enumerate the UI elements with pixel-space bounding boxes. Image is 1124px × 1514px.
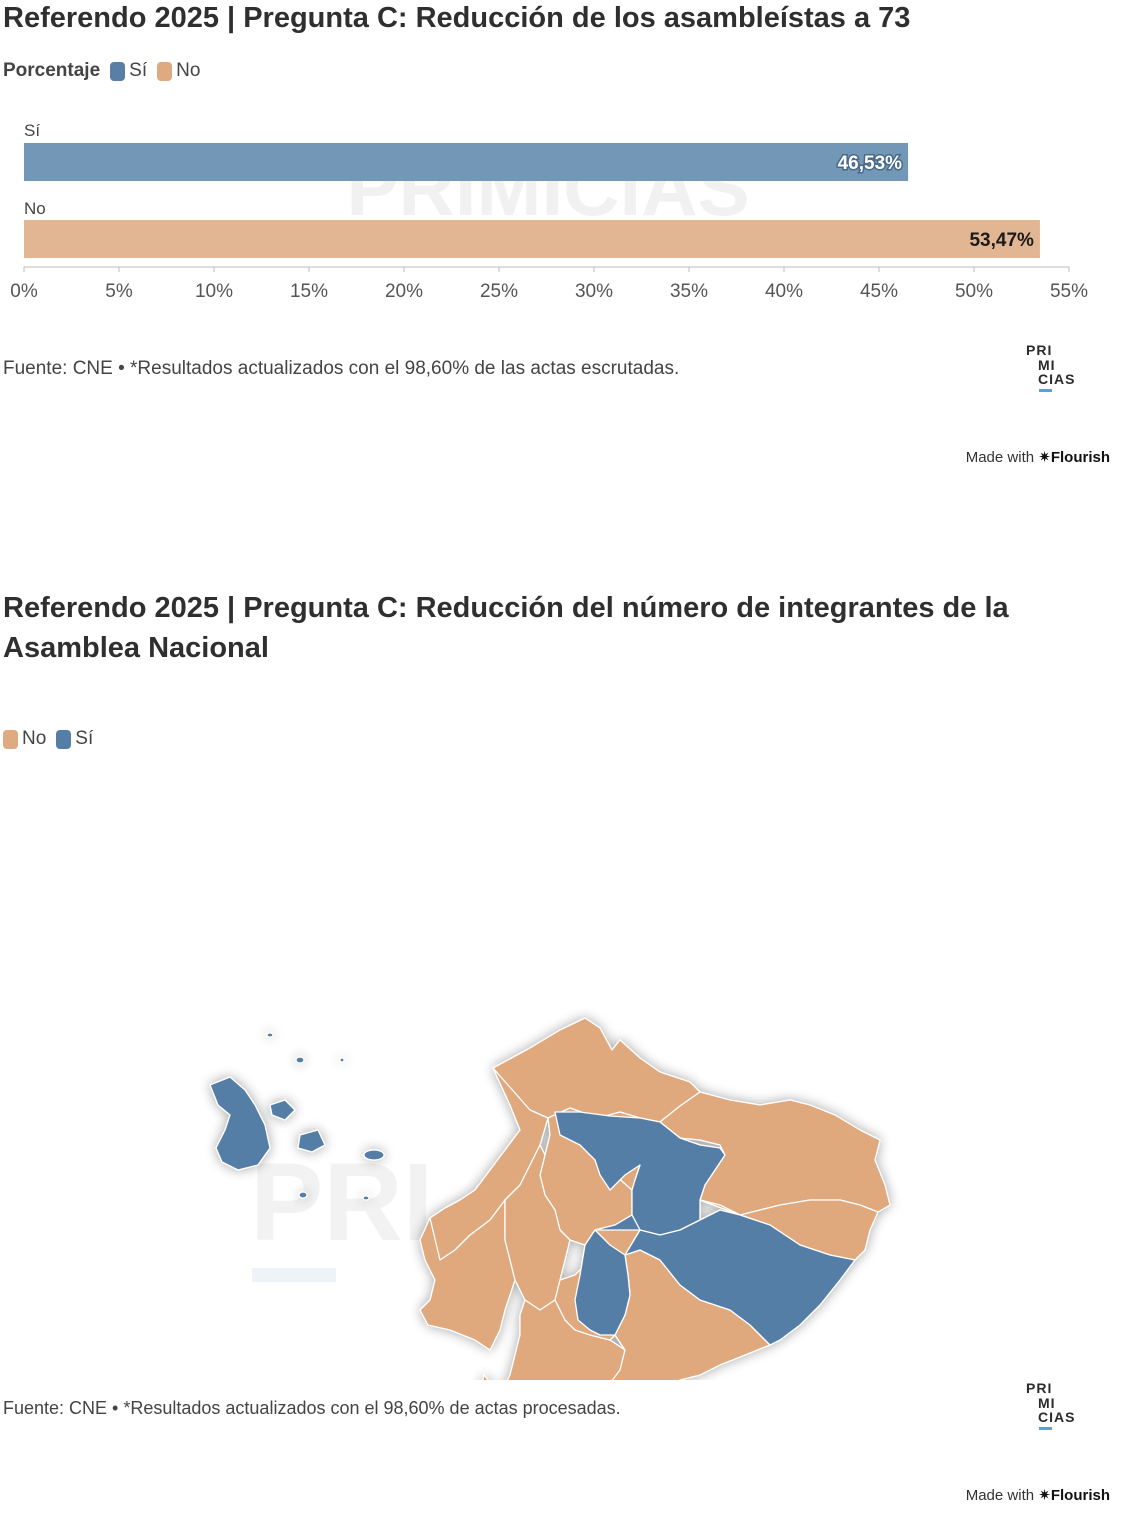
map-section: Referendo 2025 | Pregunta C: Reducción d… — [0, 580, 1124, 1514]
map-logo-line-1: PRI — [1026, 1380, 1053, 1396]
bar[interactable] — [24, 143, 909, 181]
map-source-note: Fuente: CNE • *Resultados actualizados c… — [3, 1398, 621, 1418]
map-region[interactable] — [269, 1099, 296, 1121]
primicias-logo[interactable]: PRI MI CIAS — [1026, 342, 1086, 394]
source-note: Fuente: CNE • *Resultados actualizados c… — [3, 358, 680, 379]
bar[interactable] — [24, 220, 1040, 258]
map-region[interactable] — [209, 1076, 271, 1171]
legend-item-no[interactable]: No — [157, 60, 200, 82]
map-region[interactable] — [297, 1129, 326, 1153]
map-legend-swatch-si — [56, 729, 72, 749]
x-tick-label: 55% — [1050, 281, 1088, 302]
made-with-flourish[interactable]: Made with ✷Flourish — [966, 448, 1110, 466]
x-tick-label: 20% — [385, 281, 423, 302]
map-logo-line-2: MI — [1038, 1395, 1056, 1411]
map-legend-label-si: Sí — [75, 728, 94, 749]
legend: Porcentaje Sí No — [3, 60, 210, 82]
x-tick-label: 15% — [290, 281, 328, 302]
x-tick-label: 10% — [195, 281, 233, 302]
legend-title: Porcentaje — [3, 60, 101, 81]
x-tick-label: 0% — [10, 281, 38, 302]
bar-value-label: 53,47% — [969, 230, 1034, 251]
logo-line-1: PRI — [1026, 342, 1053, 358]
map-region[interactable] — [419, 1199, 516, 1351]
legend-label-no: No — [176, 60, 201, 81]
flourish-logo: ✷Flourish — [1038, 449, 1110, 466]
map-region[interactable] — [504, 1144, 571, 1311]
map-region[interactable] — [574, 1229, 631, 1336]
map-legend: No Sí — [3, 728, 103, 750]
legend-label-si: Sí — [129, 60, 148, 81]
map-watermark: PRI — [250, 1141, 433, 1264]
made-with-text: Made with — [965, 449, 1035, 466]
bar-chart-section: Referendo 2025 | Pregunta C: Reducción d… — [0, 0, 1124, 520]
logo-underline — [1039, 389, 1052, 392]
bar-category-label: Sí — [24, 121, 40, 140]
map-flourish-logo: ✷Flourish — [1038, 1487, 1110, 1504]
legend-swatch-si — [110, 61, 126, 81]
map-made-with-text: Made with — [965, 1487, 1035, 1504]
map-islet[interactable] — [339, 1057, 345, 1063]
map-legend-swatch-no — [3, 729, 18, 749]
map-title: Referendo 2025 | Pregunta C: Reducción d… — [3, 592, 1009, 664]
map-islet[interactable] — [362, 1195, 370, 1201]
map-made-with-flourish[interactable]: Made with ✷Flourish — [966, 1486, 1110, 1504]
map-region[interactable] — [478, 1374, 550, 1380]
map-islet[interactable] — [298, 1191, 308, 1199]
x-tick-label: 30% — [575, 281, 613, 302]
map-legend-label-no: No — [22, 728, 47, 749]
legend-item-si[interactable]: Sí — [110, 60, 147, 82]
map-legend-item-no[interactable]: No — [3, 728, 46, 750]
map-islet[interactable] — [295, 1056, 305, 1064]
x-tick-label: 25% — [480, 281, 518, 302]
x-tick-label: 45% — [860, 281, 898, 302]
map-islet[interactable] — [363, 1149, 385, 1161]
map-logo-line-3: CIAS — [1038, 1409, 1076, 1425]
map-legend-item-si[interactable]: Sí — [56, 728, 93, 750]
logo-line-3: CIAS — [1038, 371, 1076, 387]
chart-title: Referendo 2025 | Pregunta C: Reducción d… — [3, 2, 911, 34]
logo-line-2: MI — [1038, 357, 1056, 373]
x-tick-label: 40% — [765, 281, 803, 302]
bar-value-label: 46,53% — [838, 153, 903, 174]
bar-category-label: No — [24, 199, 46, 218]
map-region[interactable] — [594, 1209, 856, 1346]
map-logo-underline — [1039, 1427, 1052, 1430]
ecuador-map: PRI — [209, 1017, 891, 1380]
map-primicias-logo[interactable]: PRI MI CIAS — [1026, 1380, 1086, 1432]
x-tick-label: 50% — [955, 281, 993, 302]
legend-swatch-no — [157, 61, 173, 81]
x-tick-label: 35% — [670, 281, 708, 302]
x-tick-label: 5% — [105, 281, 133, 302]
map-watermark-bar — [252, 1268, 336, 1282]
map-islet[interactable] — [266, 1032, 274, 1038]
